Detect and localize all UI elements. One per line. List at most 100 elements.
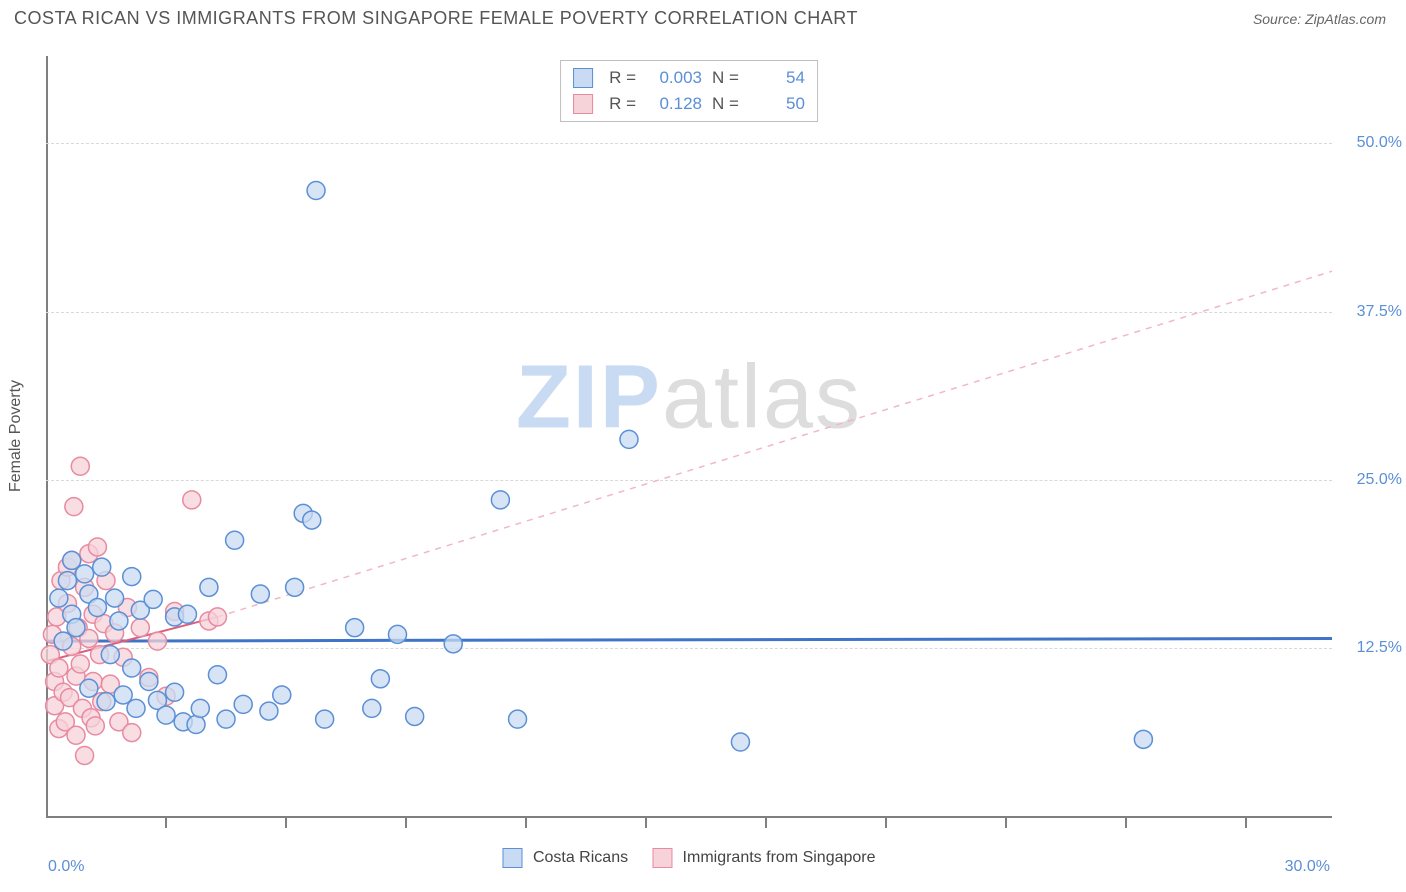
x-tick bbox=[645, 816, 647, 828]
point-costa_ricans bbox=[187, 716, 205, 734]
swatch-costa-ricans bbox=[502, 848, 522, 868]
point-singapore bbox=[86, 717, 104, 735]
n-value-2: 50 bbox=[749, 94, 805, 114]
point-costa_ricans bbox=[123, 568, 141, 586]
point-costa_ricans bbox=[273, 686, 291, 704]
point-singapore bbox=[148, 632, 166, 650]
point-costa_ricans bbox=[217, 710, 235, 728]
legend-item-2: Immigrants from Singapore bbox=[652, 848, 875, 868]
point-costa_ricans bbox=[620, 430, 638, 448]
x-tick bbox=[285, 816, 287, 828]
r-label: R = bbox=[609, 94, 636, 114]
point-costa_ricans bbox=[371, 670, 389, 688]
point-singapore bbox=[65, 498, 83, 516]
point-costa_ricans bbox=[123, 659, 141, 677]
x-axis-line bbox=[46, 816, 1332, 818]
point-costa_ricans bbox=[286, 578, 304, 596]
point-costa_ricans bbox=[97, 693, 115, 711]
legend-item-1: Costa Ricans bbox=[502, 848, 628, 868]
point-costa_ricans bbox=[260, 702, 278, 720]
legend-label-1: Costa Ricans bbox=[533, 849, 628, 866]
y-axis-title: Female Poverty bbox=[7, 380, 25, 492]
point-costa_ricans bbox=[491, 491, 509, 509]
x-tick bbox=[525, 816, 527, 828]
point-singapore bbox=[71, 655, 89, 673]
r-label: R = bbox=[609, 68, 636, 88]
correlation-legend: R = 0.003 N = 54 R = 0.128 N = 50 bbox=[560, 60, 818, 122]
point-costa_ricans bbox=[731, 733, 749, 751]
point-costa_ricans bbox=[166, 683, 184, 701]
swatch-series-1 bbox=[573, 68, 593, 88]
y-tick-label: 37.5% bbox=[1357, 303, 1402, 321]
chart-title: COSTA RICAN VS IMMIGRANTS FROM SINGAPORE… bbox=[14, 8, 858, 29]
point-costa_ricans bbox=[140, 672, 158, 690]
n-label: N = bbox=[712, 68, 739, 88]
chart-area: Female Poverty 12.5%25.0%37.5%50.0% ZIPa… bbox=[46, 56, 1332, 816]
point-costa_ricans bbox=[178, 605, 196, 623]
point-costa_ricans bbox=[208, 666, 226, 684]
point-costa_ricans bbox=[101, 646, 119, 664]
point-singapore bbox=[183, 491, 201, 509]
y-tick-label: 50.0% bbox=[1357, 134, 1402, 152]
point-costa_ricans bbox=[58, 572, 76, 590]
source-attribution: Source: ZipAtlas.com bbox=[1253, 11, 1386, 27]
x-tick bbox=[1005, 816, 1007, 828]
header: COSTA RICAN VS IMMIGRANTS FROM SINGAPORE… bbox=[0, 0, 1406, 29]
x-tick bbox=[405, 816, 407, 828]
y-tick-label: 25.0% bbox=[1357, 471, 1402, 489]
point-singapore bbox=[76, 746, 94, 764]
point-costa_ricans bbox=[226, 531, 244, 549]
point-costa_ricans bbox=[234, 695, 252, 713]
n-value-1: 54 bbox=[749, 68, 805, 88]
point-costa_ricans bbox=[303, 511, 321, 529]
swatch-singapore bbox=[652, 848, 672, 868]
x-max-label: 30.0% bbox=[1285, 858, 1330, 876]
point-costa_ricans bbox=[80, 679, 98, 697]
point-singapore bbox=[71, 457, 89, 475]
point-costa_ricans bbox=[389, 625, 407, 643]
point-costa_ricans bbox=[67, 619, 85, 637]
point-costa_ricans bbox=[157, 706, 175, 724]
point-costa_ricans bbox=[251, 585, 269, 603]
point-singapore bbox=[67, 726, 85, 744]
point-costa_ricans bbox=[444, 635, 462, 653]
point-costa_ricans bbox=[93, 558, 111, 576]
point-singapore bbox=[88, 538, 106, 556]
point-singapore bbox=[131, 619, 149, 637]
point-costa_ricans bbox=[191, 699, 209, 717]
fit-line-dashed-singapore bbox=[217, 271, 1332, 617]
x-tick bbox=[765, 816, 767, 828]
corr-row-2: R = 0.128 N = 50 bbox=[573, 91, 805, 117]
point-costa_ricans bbox=[127, 699, 145, 717]
x-tick bbox=[1245, 816, 1247, 828]
point-costa_ricans bbox=[1134, 730, 1152, 748]
x-tick bbox=[1125, 816, 1127, 828]
scatter-plot bbox=[46, 56, 1332, 816]
point-costa_ricans bbox=[76, 565, 94, 583]
y-tick-label: 12.5% bbox=[1357, 639, 1402, 657]
point-costa_ricans bbox=[106, 589, 124, 607]
point-costa_ricans bbox=[200, 578, 218, 596]
point-costa_ricans bbox=[50, 589, 68, 607]
r-value-1: 0.003 bbox=[646, 68, 702, 88]
n-label: N = bbox=[712, 94, 739, 114]
r-value-2: 0.128 bbox=[646, 94, 702, 114]
point-singapore bbox=[208, 608, 226, 626]
point-costa_ricans bbox=[144, 590, 162, 608]
x-min-label: 0.0% bbox=[48, 858, 84, 876]
x-tick bbox=[165, 816, 167, 828]
legend-label-2: Immigrants from Singapore bbox=[683, 849, 876, 866]
point-singapore bbox=[123, 724, 141, 742]
point-costa_ricans bbox=[406, 707, 424, 725]
fit-line-costa_ricans bbox=[46, 638, 1332, 641]
point-costa_ricans bbox=[307, 182, 325, 200]
series-legend: Costa Ricans Immigrants from Singapore bbox=[502, 848, 875, 868]
point-costa_ricans bbox=[509, 710, 527, 728]
swatch-series-2 bbox=[573, 94, 593, 114]
point-costa_ricans bbox=[110, 612, 128, 630]
point-singapore bbox=[50, 659, 68, 677]
corr-row-1: R = 0.003 N = 54 bbox=[573, 65, 805, 91]
point-costa_ricans bbox=[346, 619, 364, 637]
point-costa_ricans bbox=[316, 710, 334, 728]
x-tick bbox=[885, 816, 887, 828]
